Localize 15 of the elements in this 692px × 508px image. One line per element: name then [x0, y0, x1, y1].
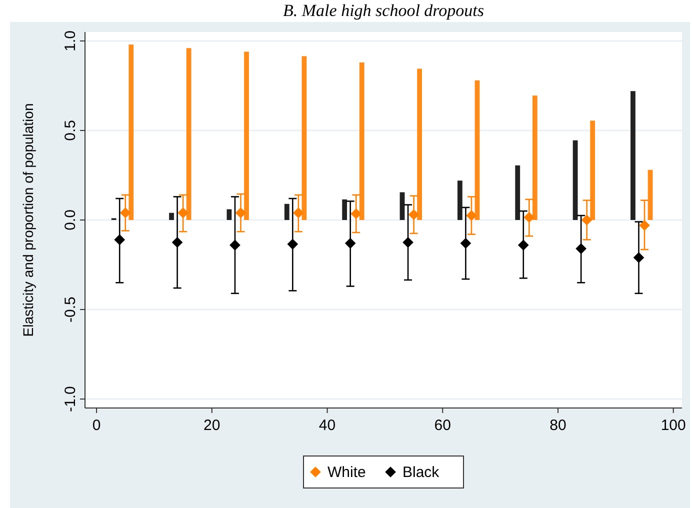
- y-tick-label: 0.5: [62, 120, 79, 141]
- x-tick-label: 20: [204, 417, 220, 434]
- x-tick-label: 0: [92, 417, 101, 434]
- x-tick-label: 80: [550, 417, 566, 434]
- legend-label: White: [328, 464, 366, 481]
- x-tick-label: 40: [318, 417, 336, 434]
- y-tick-label: -1.0: [62, 386, 79, 412]
- y-tick-label: -0.5: [62, 296, 79, 322]
- x-tick-label: 100: [660, 417, 686, 434]
- legend-label: Black: [402, 464, 440, 481]
- y-axis-title: Elasticity and proportion of population: [20, 103, 36, 337]
- y-tick-label: 1.0: [62, 30, 79, 52]
- chart-title: B. Male high school dropouts: [283, 1, 484, 20]
- y-tick-label: 0.0: [62, 210, 79, 230]
- x-tick-label: 60: [434, 417, 451, 434]
